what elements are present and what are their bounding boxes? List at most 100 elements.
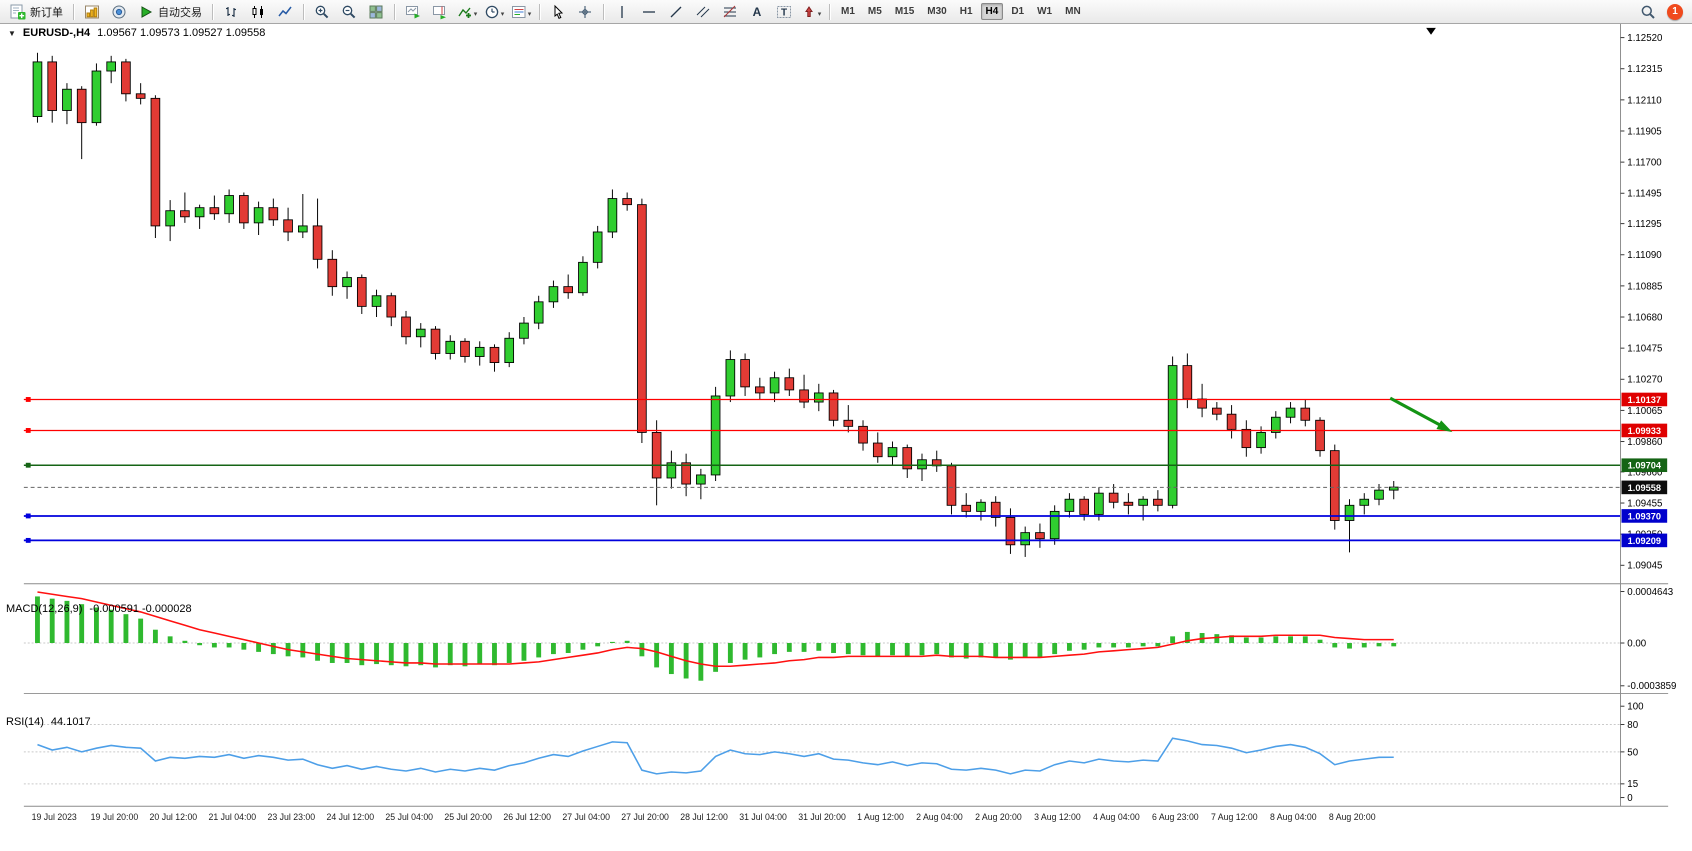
level-price-badge [1621,533,1668,548]
candlestick-chart-button[interactable] [245,2,271,22]
text-label-button[interactable]: T [771,2,797,22]
bar-chart-icon [223,4,239,20]
auto-scroll-button[interactable] [400,2,426,22]
svg-text:23 Jul 23:00: 23 Jul 23:00 [268,812,316,822]
trendline-button[interactable] [663,2,689,22]
price-level-badges: 1.10137 1.09933 1.09704 1.09558 1.09370 1.092… [1621,392,1668,548]
text-label-icon: T [776,4,792,20]
indicator-grid-lines [23,642,1621,785]
auto-trading-label: 自动交易 [158,6,202,19]
svg-text:1.09455: 1.09455 [1627,498,1662,509]
search-icon [1640,4,1656,20]
periods-button[interactable] [481,2,507,22]
ohlc-values-label: 1.09567 1.09573 1.09527 1.09558 [97,27,266,39]
arrows-icon [801,4,817,20]
chart-header: ▼ EURUSD-,H4 1.09567 1.09573 1.09527 1.0… [8,27,265,39]
new-order-button[interactable]: 新订单 [5,2,68,22]
vertical-line-button[interactable] [609,2,635,22]
symbol-period-label: EURUSD-,H4 [22,27,91,39]
timeframe-h1[interactable]: H1 [959,6,973,17]
channel-icon [695,4,711,20]
time-axis[interactable]: 19 Jul 2023 19 Jul 20:00 20 Jul 12:00 21 Ju… [32,812,1376,822]
current-price-badge [1621,480,1668,495]
svg-text:24 Jul 12:00: 24 Jul 12:00 [326,812,374,822]
svg-text:3 Aug 12:00: 3 Aug 12:00 [1034,812,1081,822]
line-chart-button[interactable] [272,2,298,22]
svg-text:100: 100 [1627,702,1644,713]
zoom-in-button[interactable] [309,2,335,22]
notification-badge[interactable]: 1 [1667,3,1683,20]
timeframe-m15[interactable]: M15 [894,6,915,17]
toolbar-separator [212,3,213,20]
candlestick-series [32,52,1399,557]
svg-text:1.10885: 1.10885 [1627,281,1662,292]
timeframe-mn[interactable]: MN [1065,6,1081,17]
rsi-value-label: 44.1017 [50,716,91,728]
templates-button[interactable] [508,2,534,22]
periods-dropdown-arrow [500,3,505,21]
svg-text:8 Aug 20:00: 8 Aug 20:00 [1329,812,1376,822]
new-order-label: 新订单 [30,6,63,19]
level-line-anchor[interactable] [25,428,31,433]
candlestick-chart-icon [250,4,266,20]
svg-text:1.09370: 1.09370 [1628,511,1661,521]
toolbar-separator [73,3,74,20]
bar-chart-button[interactable] [218,2,244,22]
signals-icon [111,4,127,20]
market-watch-button[interactable] [79,2,105,22]
auto-trading-icon [138,4,154,20]
down-marker-annotation[interactable] [1426,27,1436,35]
svg-text:1.11495: 1.11495 [1627,189,1661,200]
level-price-badge [1621,392,1668,407]
zoom-out-button[interactable] [336,2,362,22]
level-price-badge [1621,458,1668,473]
timeframe-m5[interactable]: M5 [867,6,882,17]
horizontal-level-lines[interactable] [23,397,1621,543]
auto-scroll-icon [405,4,421,20]
svg-text:80: 80 [1627,720,1638,731]
level-line-anchor[interactable] [25,513,31,519]
timeframe-h4[interactable]: H4 [980,3,1004,20]
chart-shift-button[interactable] [427,2,453,22]
symbol-dropdown-icon[interactable]: ▼ [8,29,16,38]
svg-text:1.11700: 1.11700 [1627,158,1662,169]
timeframe-m30[interactable]: M30 [927,6,947,17]
horizontal-line-button[interactable] [636,2,662,22]
timeframe-d1[interactable]: D1 [1011,6,1025,17]
zoom-out-icon [341,4,357,20]
price-axis[interactable]: 1.12520 1.12315 1.12110 1.11905 1.11700 1.114… [1620,33,1677,804]
svg-text:31 Jul 20:00: 31 Jul 20:00 [798,812,846,822]
text-button[interactable]: A [744,2,770,22]
crosshair-button[interactable] [572,2,598,22]
cursor-button[interactable] [545,2,571,22]
signals-button[interactable] [106,2,132,22]
toolbar-separator [394,3,395,20]
svg-text:21 Jul 04:00: 21 Jul 04:00 [209,812,257,822]
timeframe-w1[interactable]: W1 [1037,6,1053,17]
svg-text:1.12110: 1.12110 [1627,95,1662,106]
svg-text:8 Aug 04:00: 8 Aug 04:00 [1270,812,1317,822]
toolbar-separator [603,3,604,20]
vertical-line-icon [614,4,630,20]
svg-text:1.09933: 1.09933 [1628,426,1661,436]
timeframe-m1[interactable]: M1 [841,6,855,17]
arrows-button[interactable] [798,2,824,22]
search-button[interactable] [1635,2,1661,22]
indicators-button[interactable] [454,2,480,22]
periods-clock-icon [484,4,500,20]
rsi-line [37,737,1394,775]
level-line-anchor[interactable] [25,462,31,468]
arrows-dropdown-arrow [817,3,822,21]
svg-text:28 Jul 12:00: 28 Jul 12:00 [680,812,728,822]
price-chart-canvas[interactable]: 1.12520 1.12315 1.12110 1.11905 1.11700 1.114… [0,24,1692,851]
level-line-anchor[interactable] [25,397,31,402]
level-line-anchor[interactable] [25,537,31,543]
trend-arrow-annotation[interactable] [1389,396,1453,433]
fibonacci-button[interactable] [717,2,743,22]
macd-name-label: MACD(12,26,9) [6,603,83,615]
toolbar-separator [539,3,540,20]
tile-windows-button[interactable] [363,2,389,22]
auto-trading-button[interactable]: 自动交易 [133,2,207,22]
indicators-dropdown-arrow [473,3,478,21]
channel-button[interactable] [690,2,716,22]
